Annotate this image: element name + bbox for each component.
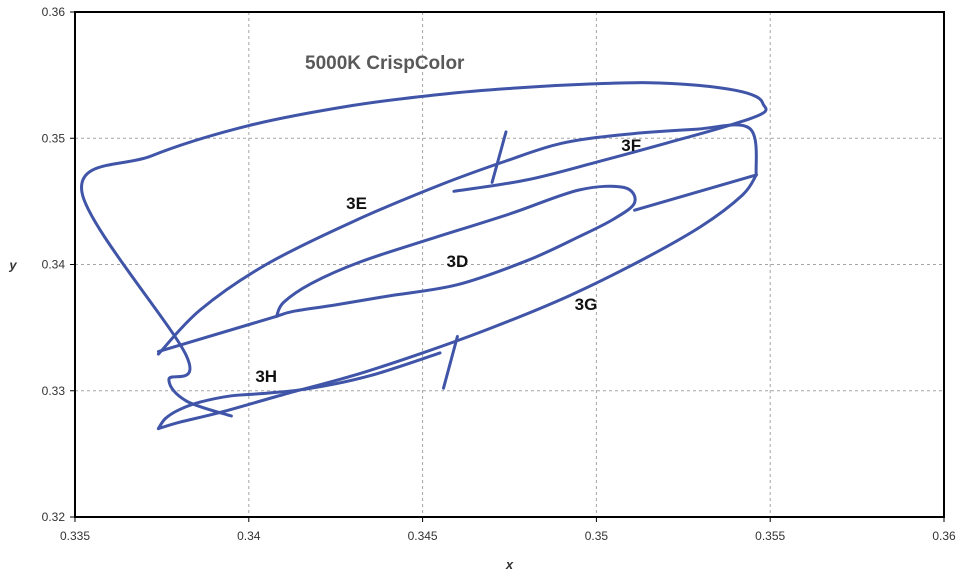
bin-boundary-segment (156, 173, 758, 431)
bin-boundary-segment (275, 184, 637, 318)
bin-label: 3F (621, 136, 641, 155)
bin-label: 3D (446, 252, 468, 271)
x-tick-label: 0.36 (932, 529, 956, 543)
x-tick-label: 0.355 (755, 529, 785, 543)
chart-annotation: 5000K CrispColor (305, 53, 465, 74)
x-tick-label: 0.345 (408, 529, 438, 543)
bin-boundary-segment (156, 123, 758, 356)
y-tick-label: 0.32 (42, 510, 66, 524)
y-tick-label: 0.33 (42, 384, 66, 398)
x-tick-label: 0.335 (60, 529, 90, 543)
bin-boundary-segment (442, 335, 459, 390)
bin-boundary-segment (80, 81, 768, 418)
bin-label: 3H (255, 367, 277, 386)
bin-boundary-segment (490, 130, 508, 184)
y-axis-title: y (8, 258, 17, 273)
bin-boundary-segment (156, 314, 279, 354)
bin-boundaries (80, 81, 768, 431)
bin-labels: 3D 3E 3F 3G 3H (255, 136, 641, 386)
y-tick-label: 0.35 (42, 131, 66, 145)
y-tick-label: 0.36 (42, 5, 66, 19)
x-tick-label: 0.34 (237, 529, 261, 543)
bin-boundary-segment (156, 351, 442, 431)
x-tick-label: 0.35 (585, 529, 609, 543)
bin-boundary-segment (633, 173, 758, 212)
x-axis-title: x (505, 557, 514, 572)
bin-label: 3G (575, 295, 598, 314)
y-tick-label: 0.34 (42, 258, 66, 272)
bin-label: 3E (346, 194, 367, 213)
tick-labels: 0.335 0.34 0.345 0.35 0.355 0.36 0.32 0.33 0.34 0… (42, 5, 956, 543)
